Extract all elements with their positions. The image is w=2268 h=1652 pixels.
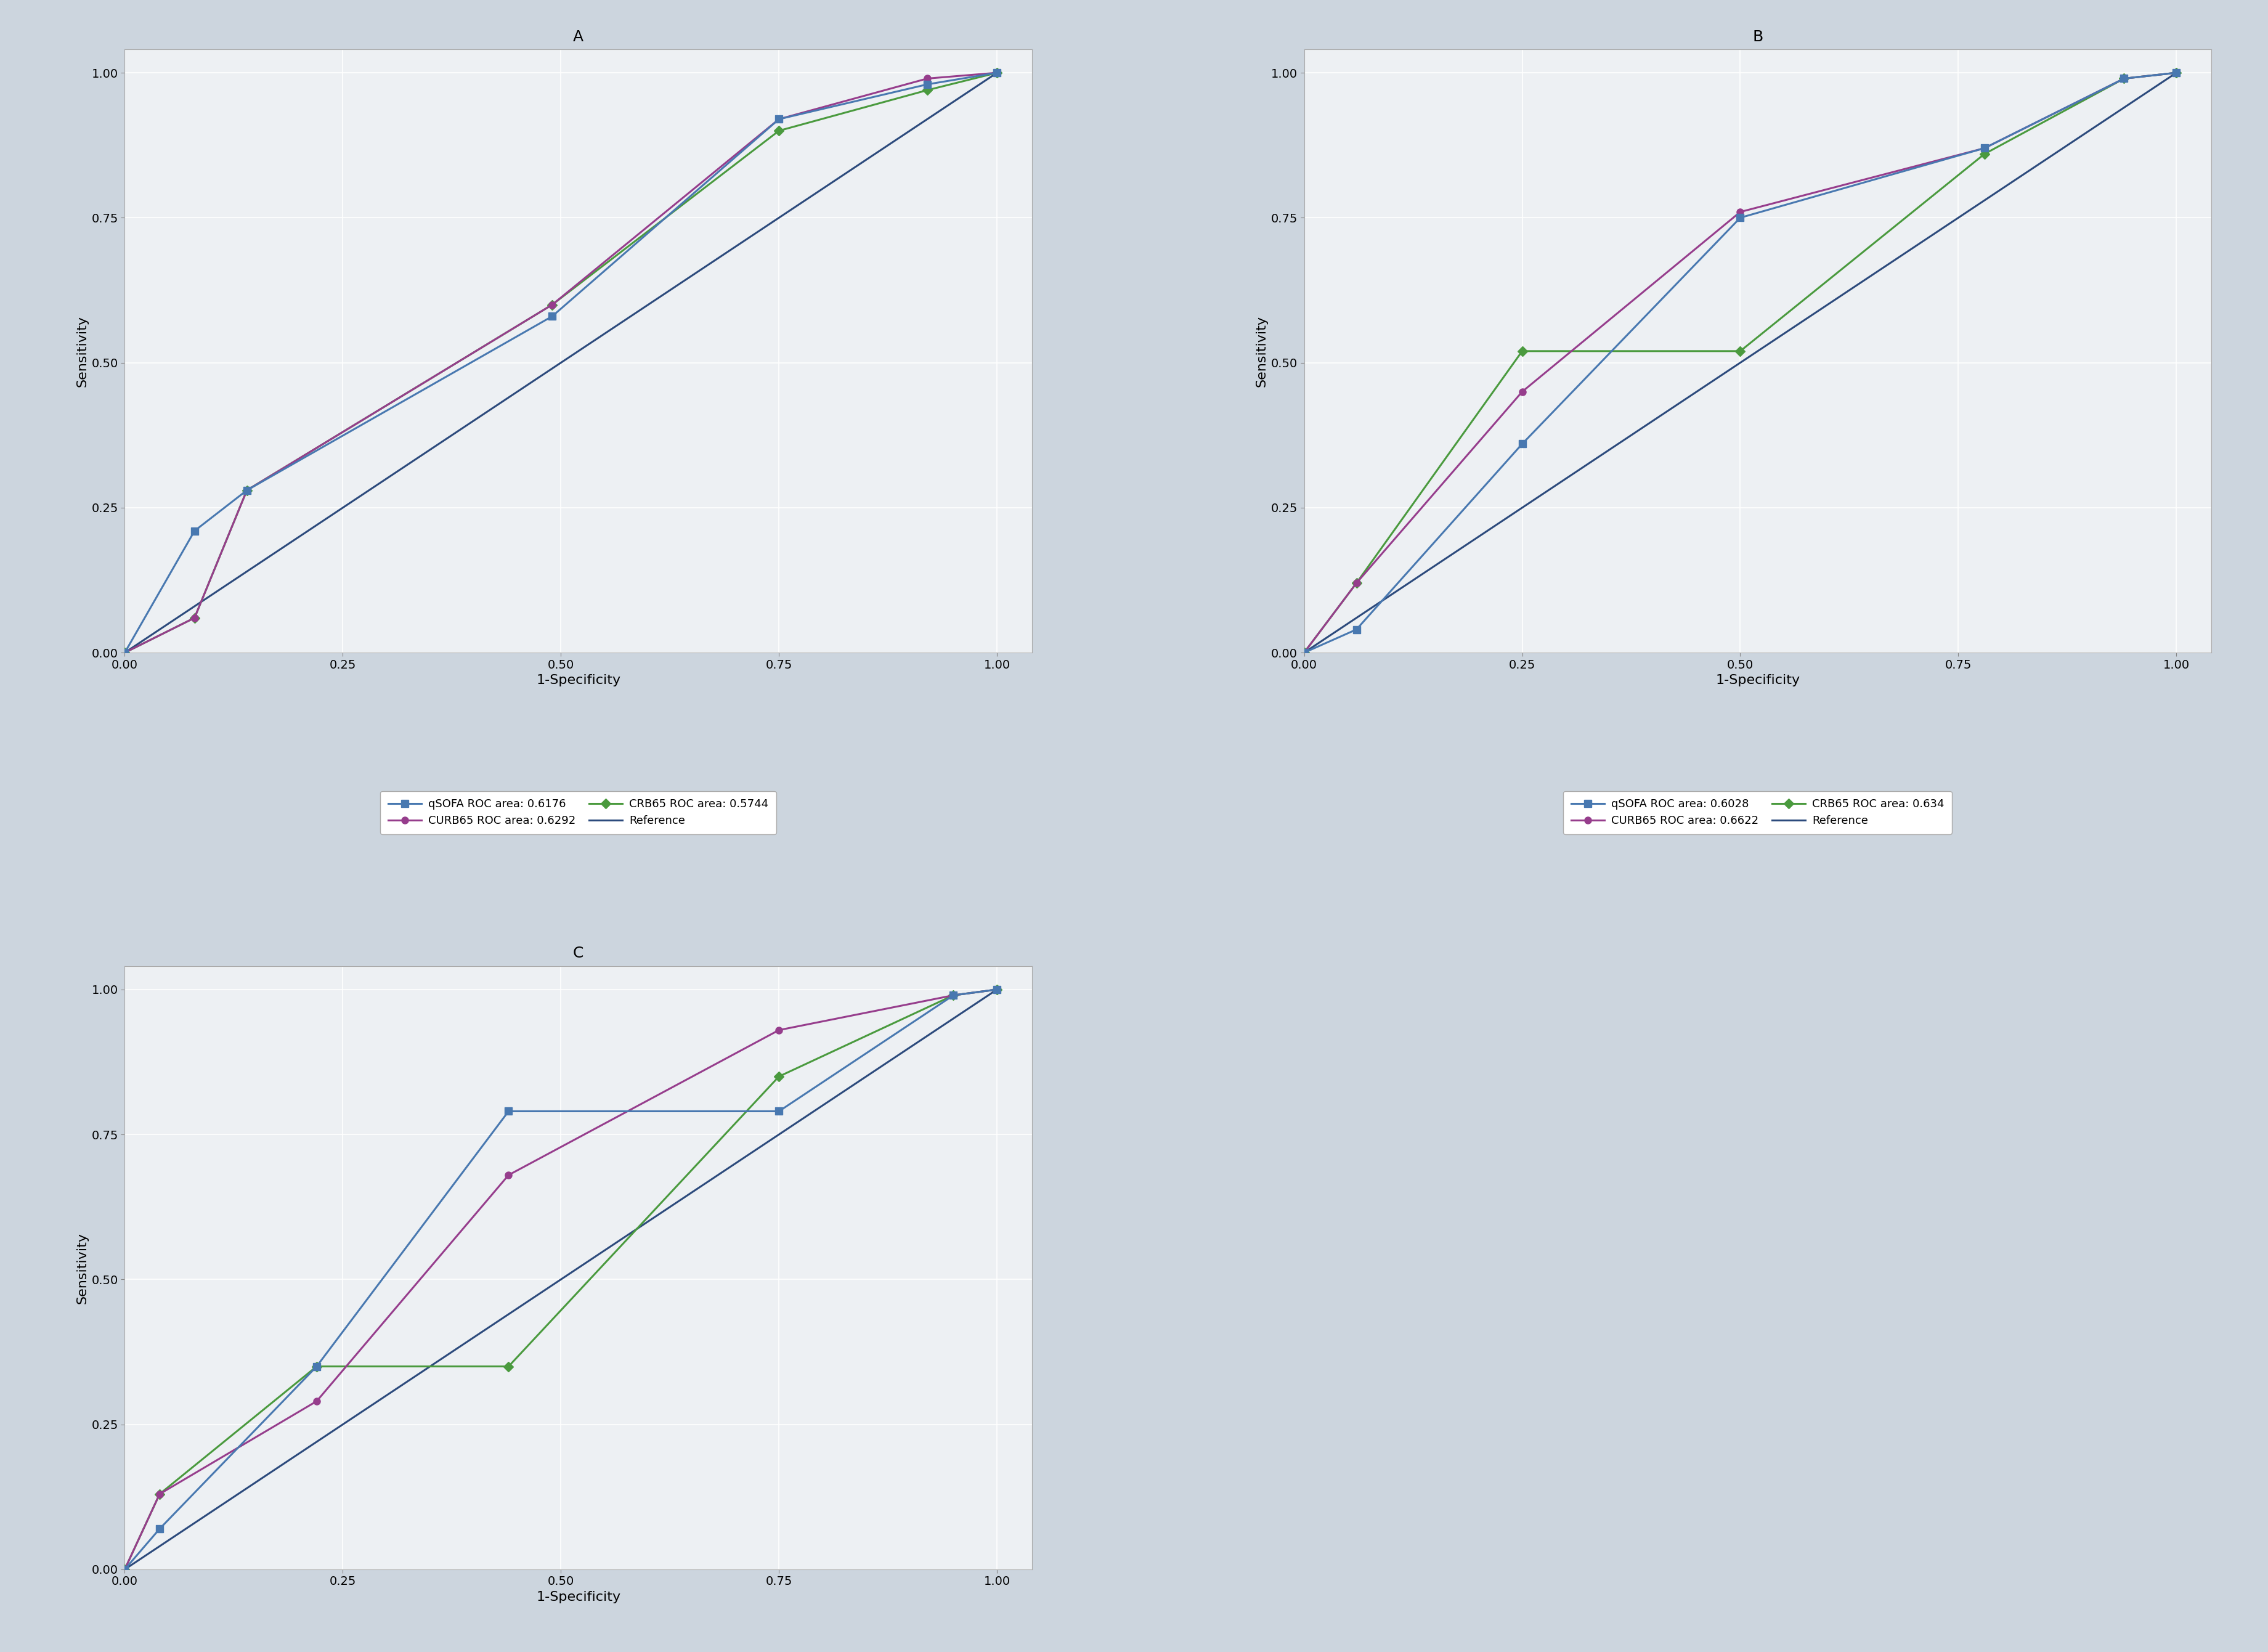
Y-axis label: Sensitivity: Sensitivity [75,316,88,387]
Y-axis label: Sensitivity: Sensitivity [1254,316,1268,387]
Title: A: A [574,30,583,45]
Title: C: C [574,947,583,961]
X-axis label: 1-Specificity: 1-Specificity [535,1591,621,1604]
Legend: qSOFA ROC area: 0.6176, CURB65 ROC area: 0.6292, CRB65 ROC area: 0.5744, Referen: qSOFA ROC area: 0.6176, CURB65 ROC area:… [381,791,776,834]
X-axis label: 1-Specificity: 1-Specificity [1715,674,1801,687]
X-axis label: 1-Specificity: 1-Specificity [535,674,621,687]
Legend: qSOFA ROC area: 0.6028, CURB65 ROC area: 0.6622, CRB65 ROC area: 0.634, Referenc: qSOFA ROC area: 0.6028, CURB65 ROC area:… [1563,791,1953,834]
Y-axis label: Sensitivity: Sensitivity [75,1232,88,1303]
Title: B: B [1753,30,1762,45]
